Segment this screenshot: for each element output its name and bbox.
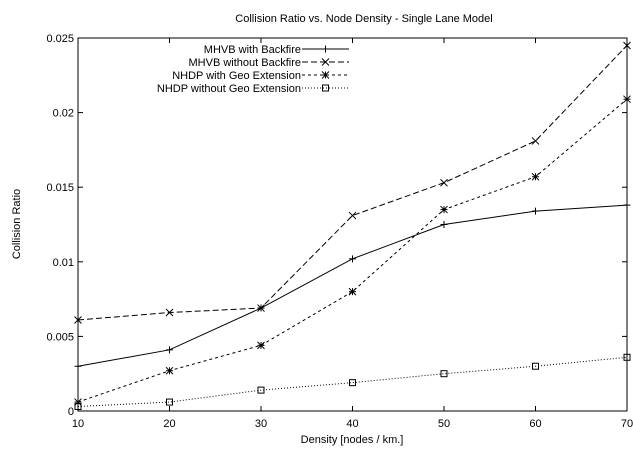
data-point (322, 84, 329, 92)
data-point (440, 205, 448, 214)
data-point (623, 201, 631, 209)
data-point (348, 211, 357, 220)
series-line (77, 204, 628, 367)
data-point (166, 346, 173, 354)
x-tick-label: 40 (346, 418, 358, 430)
x-tick-label: 50 (438, 418, 450, 430)
data-point (623, 41, 631, 50)
y-tick-label: 0.015 (46, 182, 74, 194)
chart-title: Collision Ratio vs. Node Density - Singl… (235, 13, 492, 25)
data-point (74, 316, 82, 324)
y-tick-label: 0.02 (53, 108, 74, 120)
data-point (74, 403, 82, 411)
x-tick-label: 10 (72, 418, 84, 430)
legend-entry: NHDP without Geo Extension (157, 83, 349, 95)
y-tick-label: 0.01 (53, 257, 74, 269)
data-point (623, 353, 631, 361)
x-axis-title: Density [nodes / km.] (301, 434, 404, 446)
x-tick-label: 60 (529, 418, 541, 430)
data-point (440, 370, 448, 378)
x-tick-label: 20 (163, 418, 175, 430)
data-point (257, 386, 265, 394)
series-line (77, 98, 628, 403)
data-point (349, 255, 356, 263)
legend-label: MHVB without Backfire (189, 57, 301, 69)
data-point (166, 398, 173, 406)
series-3 (74, 95, 631, 406)
series-line (77, 356, 628, 408)
legend-label: NHDP with Geo Extension (172, 70, 301, 82)
x-tick-label: 30 (255, 418, 267, 430)
axis-ticks: 10 20 30 40 50 60 70 0 0.005 0.01 0.015 0.02 0.025 (46, 33, 633, 430)
data-point (531, 172, 540, 181)
data-point (532, 207, 539, 215)
y-tick-label: 0 (68, 406, 74, 418)
legend-entry: MHVB without Backfire (189, 57, 349, 69)
legend-label: MHVB with Backfire (204, 44, 301, 56)
data-point (440, 221, 448, 228)
series-2 (74, 41, 631, 324)
legend-label: NHDP without Geo Extension (157, 83, 301, 95)
x-tick-label: 70 (621, 418, 633, 430)
legend-entry: MHVB with Backfire (204, 44, 349, 56)
y-tick-label: 0.005 (46, 331, 74, 343)
data-point (74, 362, 82, 370)
y-tick-label: 0.025 (46, 33, 74, 45)
series-group (74, 41, 631, 411)
data-point (322, 45, 329, 53)
data-point (165, 366, 174, 375)
data-point (257, 341, 265, 350)
data-point (623, 95, 631, 104)
data-point (440, 178, 448, 187)
legend-entry: NHDP with Geo Extension (172, 70, 349, 82)
data-point (74, 398, 82, 406)
data-point (321, 71, 330, 79)
data-point (532, 362, 539, 370)
data-point (348, 287, 357, 296)
data-point (165, 308, 174, 317)
data-point (349, 379, 356, 387)
data-point (257, 304, 265, 312)
data-point (531, 137, 540, 145)
data-point (321, 58, 330, 66)
series-4 (74, 353, 631, 411)
series-1 (74, 201, 631, 370)
y-axis-title: Collision Ratio (11, 189, 23, 259)
